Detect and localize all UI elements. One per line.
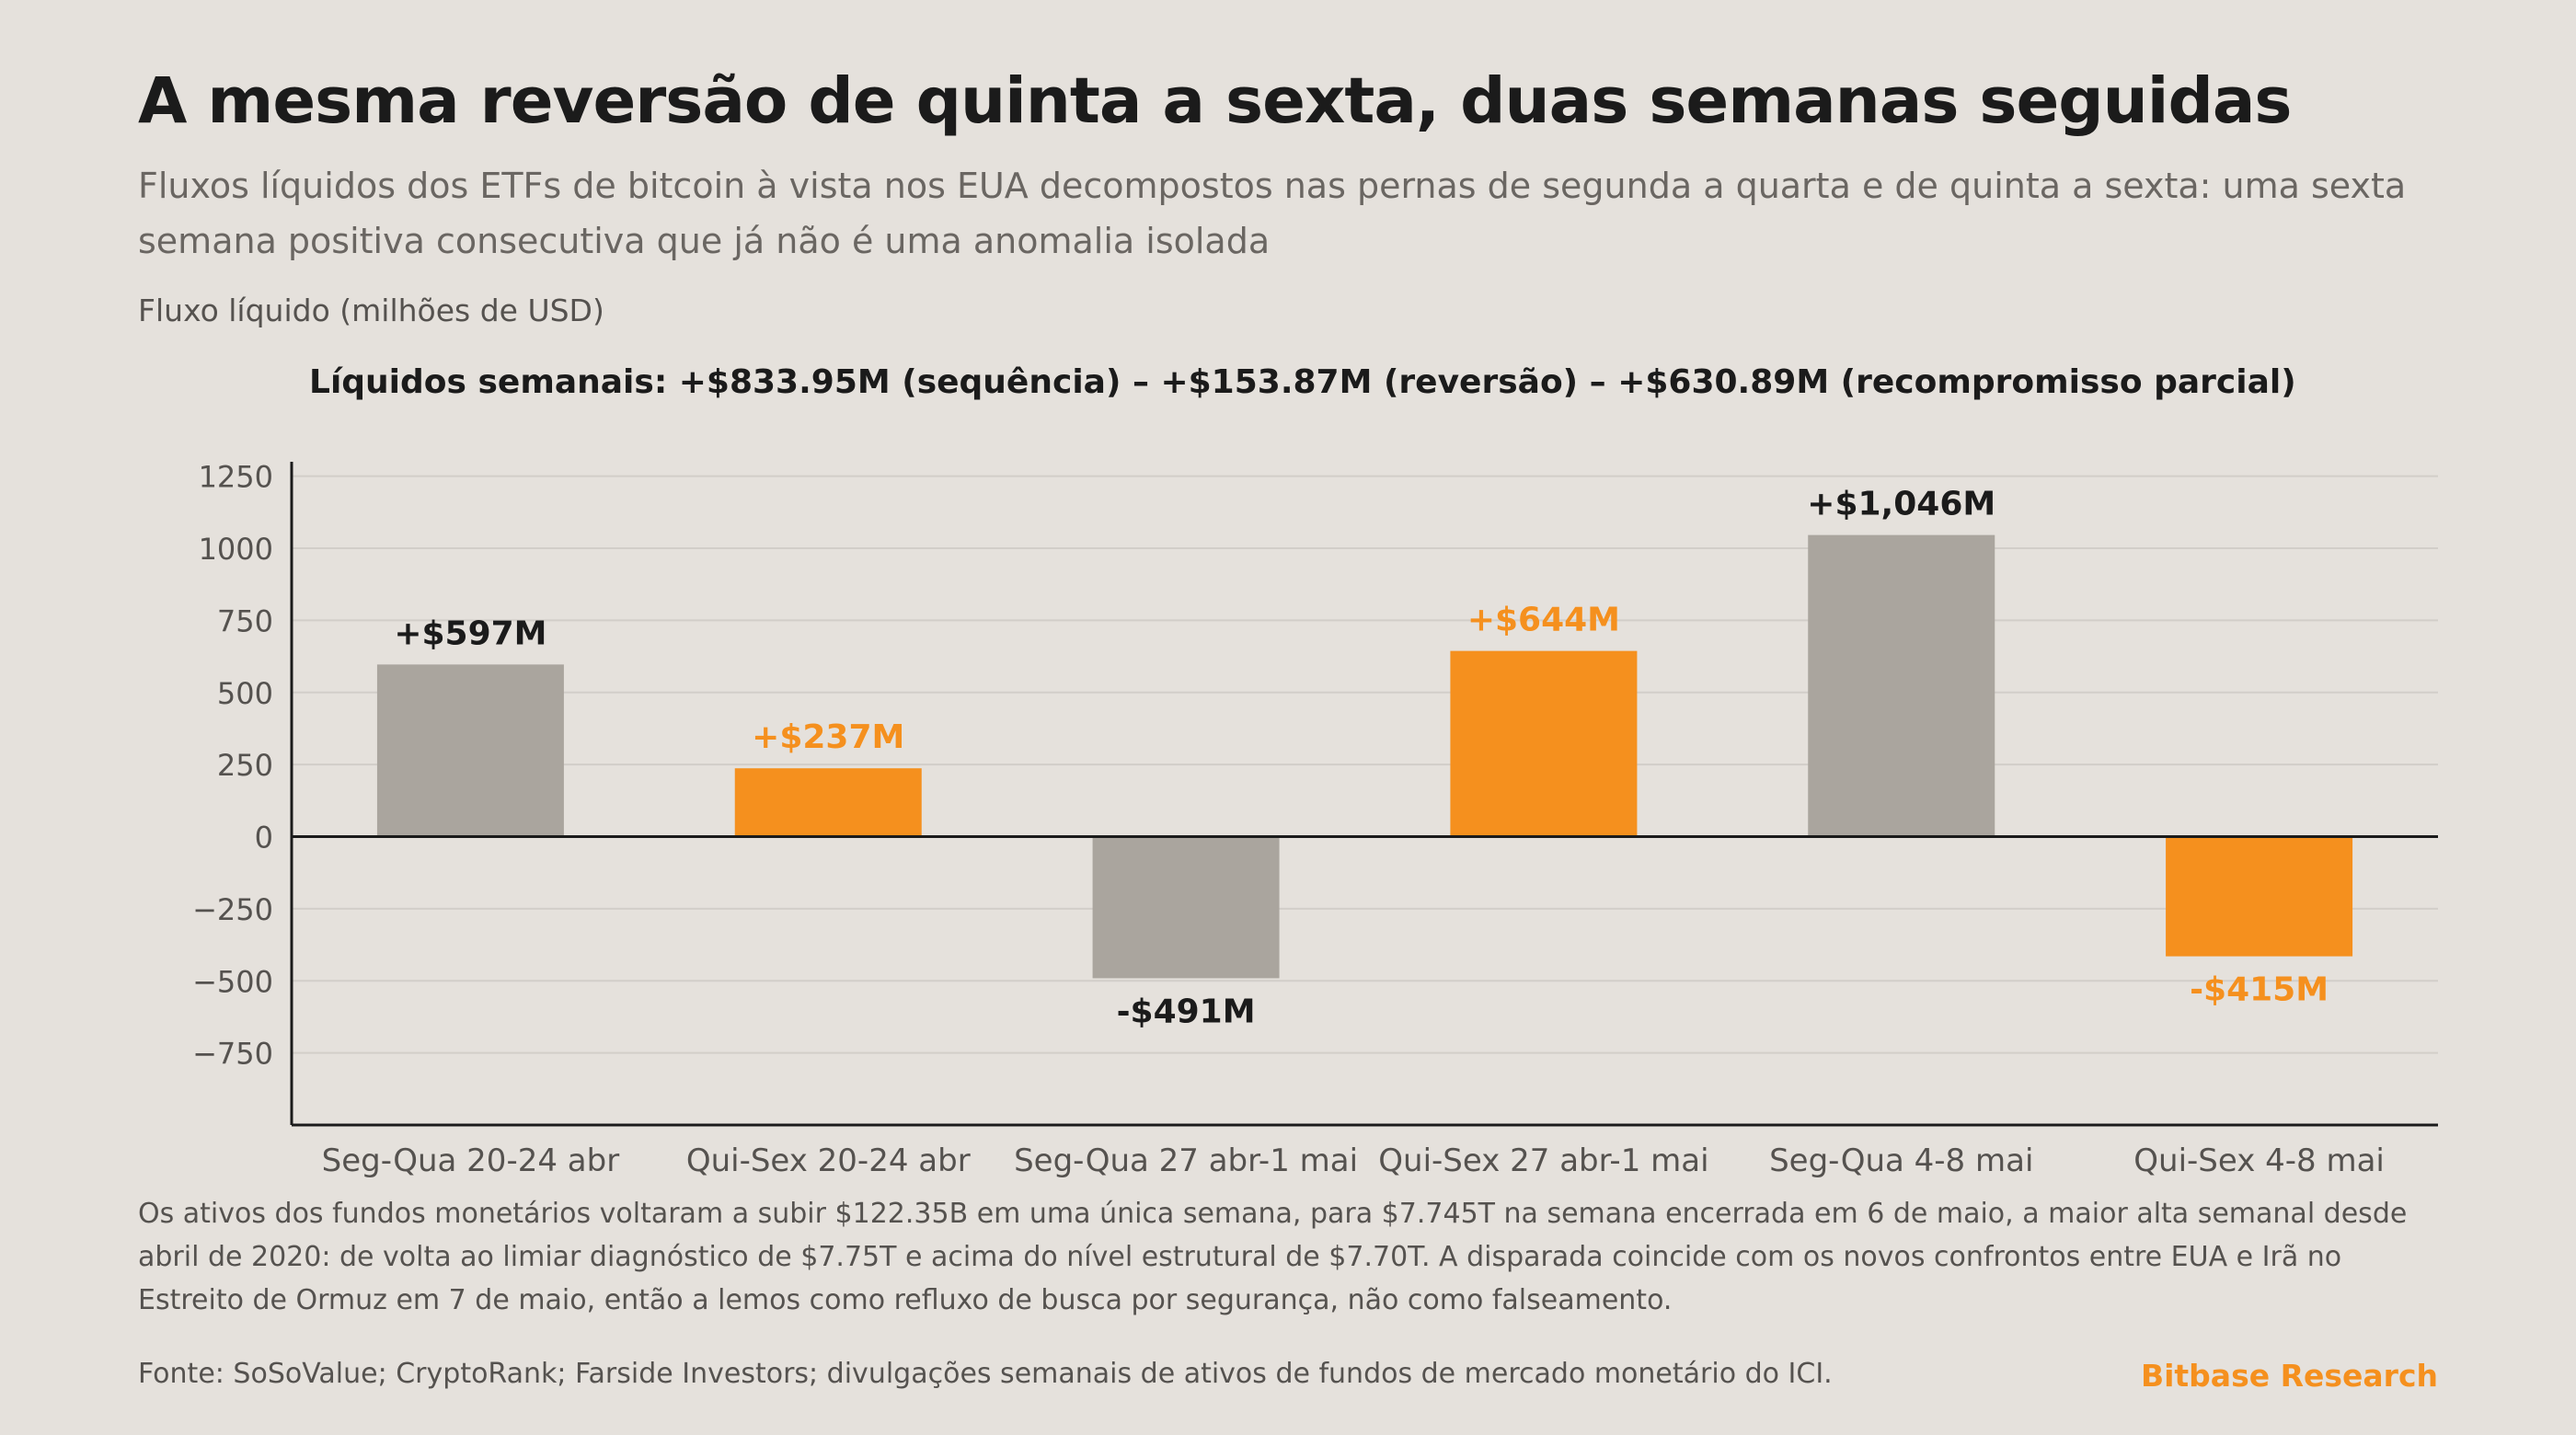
weekly-net-annotation: Líquidos semanais: +$833.95M (sequência)… <box>309 363 2296 401</box>
source-note: Fonte: SoSoValue; CryptoRank; Farside In… <box>138 1358 1833 1390</box>
bar <box>1450 650 1638 837</box>
chart-subtitle: Fluxos líquidos dos ETFs de bitcoin à vi… <box>138 166 2407 261</box>
y-tick-label: −750 <box>192 1037 273 1072</box>
brand-label: Bitbase Research <box>2140 1358 2438 1394</box>
y-tick-label: 1000 <box>199 532 273 567</box>
x-tick-label: Seg-Qua 27 abr-1 mai <box>1014 1142 1358 1179</box>
data-label: +$1,046M <box>1807 486 1995 523</box>
bar <box>1092 836 1280 979</box>
x-tick-label: Seg-Qua 20-24 abr <box>322 1142 620 1179</box>
bar <box>2166 836 2353 957</box>
data-label: +$597M <box>394 614 546 652</box>
y-tick-label: 1250 <box>199 460 273 495</box>
bar <box>734 768 922 837</box>
y-tick-label: −500 <box>192 964 273 999</box>
y-tick-label: 0 <box>255 821 273 855</box>
y-tick-label: 750 <box>217 603 273 638</box>
bar <box>376 664 564 837</box>
footnote: Os ativos dos fundos monetários voltaram… <box>138 1198 2408 1316</box>
x-tick-label: Qui-Sex 4-8 mai <box>2133 1142 2385 1179</box>
x-tick-label: Seg-Qua 4-8 mai <box>1769 1142 2033 1179</box>
data-label: -$415M <box>2190 971 2329 1009</box>
y-tick-label: 500 <box>217 676 273 711</box>
bar <box>1808 534 1995 837</box>
x-tick-label: Qui-Sex 27 abr-1 mai <box>1378 1142 1708 1179</box>
y-axis-label: Fluxo líquido (milhões de USD) <box>138 293 604 328</box>
y-tick-label: 250 <box>217 748 273 783</box>
chart-title: A mesma reversão de quinta a sexta, duas… <box>138 64 2292 138</box>
y-tick-label: −250 <box>192 892 273 927</box>
data-label: -$491M <box>1117 993 1256 1030</box>
x-tick-label: Qui-Sex 20-24 abr <box>686 1142 971 1179</box>
data-label: +$644M <box>1467 602 1620 639</box>
data-label: +$237M <box>752 718 904 756</box>
